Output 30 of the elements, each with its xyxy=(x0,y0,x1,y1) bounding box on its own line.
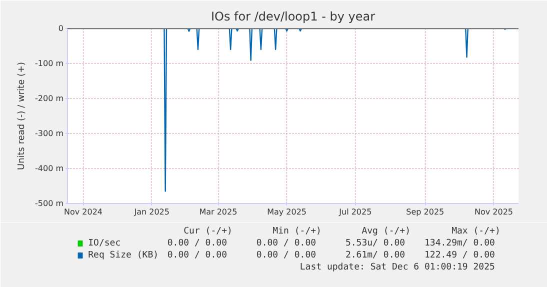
text: 134.29m/ 0.00 xyxy=(424,238,495,248)
y-tick-label: -400 m xyxy=(35,164,64,173)
x-tick-label: Jul 2025 xyxy=(338,208,372,216)
y-tick-label: 0 xyxy=(58,24,64,33)
text: Min (-/+) xyxy=(272,226,322,236)
x-tick-label: Jan 2025 xyxy=(133,208,170,216)
text: 0.00 / 0.00 xyxy=(167,238,227,248)
text: Max (-/+) xyxy=(452,226,500,236)
x-tick-label: Nov 2025 xyxy=(474,208,514,216)
x-tick-label: May 2025 xyxy=(267,208,307,216)
text: 0.00 / 0.00 xyxy=(256,250,316,260)
text: 2.61m/ 0.00 xyxy=(345,250,406,260)
y-tick-label: -300 m xyxy=(35,129,64,138)
text: 0.00 / 0.00 xyxy=(256,238,316,248)
x-tick-label: Sep 2025 xyxy=(406,208,444,216)
y-axis-title: Units read (-) / write (+) xyxy=(17,62,28,170)
legend-label: Req Size (KB) xyxy=(88,250,159,260)
x-tick-label: Mar 2025 xyxy=(199,208,238,216)
text: 5.53u/ 0.00 xyxy=(345,238,406,248)
text: Cur (-/+) xyxy=(184,226,232,236)
legend-label: IO/sec xyxy=(88,238,121,248)
y-tick-label: -500 m xyxy=(35,199,64,208)
x-tick-label: Nov 2024 xyxy=(64,208,103,216)
text: Last update: Sat Dec 6 01:00:19 2025 xyxy=(300,262,495,272)
y-tick-label: -200 m xyxy=(35,94,64,103)
text: 122.49 / 0.00 xyxy=(424,250,495,260)
y-tick-label: -100 m xyxy=(35,59,64,68)
chart-title: IOs for /dev/loop1 - by year xyxy=(210,10,376,24)
text: Avg (-/+) xyxy=(362,226,411,236)
text: 0.00 / 0.00 xyxy=(167,250,227,260)
